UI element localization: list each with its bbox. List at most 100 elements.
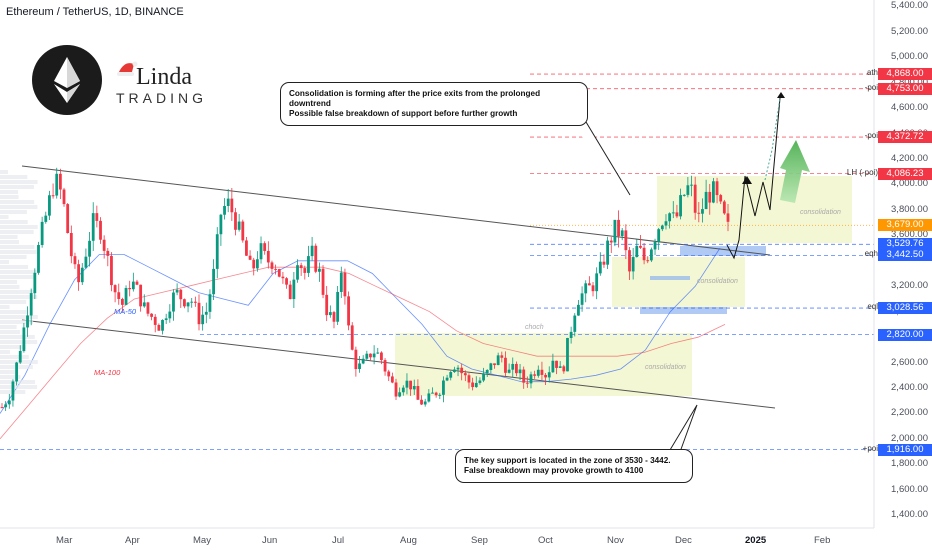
candle-body [88, 240, 91, 257]
volume-profile-bar [0, 235, 18, 239]
price-tick-label: 4,200.00 [891, 153, 928, 165]
candle-body [547, 372, 551, 378]
candle-body [639, 245, 642, 248]
candle-body [401, 387, 405, 393]
ethereum-logo [32, 45, 102, 115]
volume-profile-bar [0, 320, 34, 324]
candle-body [117, 292, 121, 299]
candle-body [712, 181, 715, 203]
candle-body [285, 278, 288, 285]
candle-body [255, 259, 259, 269]
growth-arrow [780, 140, 810, 203]
price-tick-label: 1,600.00 [891, 483, 928, 495]
choch-label: choch [525, 324, 544, 331]
candle-body [504, 357, 507, 373]
time-tick-label: Jun [262, 535, 278, 546]
candle-body [37, 245, 40, 273]
candle-body [150, 313, 153, 317]
candle-body [467, 375, 471, 383]
candle-body [44, 215, 48, 222]
candle-body [522, 369, 526, 383]
candle-body [445, 377, 449, 381]
candle-body [653, 241, 657, 250]
candle-body [288, 284, 292, 300]
candle-body [296, 265, 299, 280]
candle-body [317, 268, 321, 272]
candle-body [7, 400, 11, 405]
candle-body [719, 195, 723, 202]
candle-body [380, 352, 383, 361]
candle-body [660, 225, 664, 230]
candle-body [387, 371, 391, 377]
candle-body [405, 380, 409, 388]
volume-profile-bar [0, 180, 38, 184]
candle-body [452, 369, 456, 373]
candle-body [252, 259, 256, 269]
candle-body [266, 250, 270, 263]
price-level-badge: 4,372.72 [878, 131, 932, 144]
projection-dotted [764, 97, 781, 181]
price-level-badge: 1,916.00 [878, 443, 932, 456]
price-level-badge: 3,679.00 [878, 219, 932, 232]
price-level-label: +poi [862, 443, 878, 453]
price-tick-label: 4,000.00 [891, 178, 928, 190]
channel-lower-line [21, 319, 776, 409]
candle-body [15, 362, 18, 382]
candle-body [390, 376, 394, 383]
candle-body [73, 256, 77, 265]
time-tick-label: Dec [675, 535, 692, 546]
candle-body [573, 315, 577, 332]
price-level-badge: 4,868.00 [878, 68, 932, 81]
candle-body [263, 243, 267, 251]
candle-body [456, 367, 460, 370]
price-level-badge: 3,529.76 [878, 238, 932, 251]
candle-body [493, 363, 496, 366]
candle-body [223, 206, 226, 215]
candle-body [427, 393, 431, 402]
candle-body [529, 374, 533, 384]
candle-body [577, 304, 580, 316]
candle-body [566, 337, 569, 372]
candle-body [489, 363, 493, 370]
candle-body [518, 369, 522, 374]
candle-body [434, 392, 438, 396]
time-tick-label: Oct [538, 535, 553, 546]
candle-body [347, 296, 350, 326]
callout-bottom-tail [669, 404, 698, 453]
candle-body [62, 189, 66, 205]
symbol-title: Ethereum / TetherUS, 1D, BINANCE [6, 6, 184, 18]
ma50-label: MA-50 [114, 307, 137, 316]
consolidation-label-3: consolidation [800, 209, 841, 216]
candle-body [299, 265, 303, 269]
candle-body [668, 213, 672, 222]
candle-body [536, 369, 540, 376]
candle-body [624, 230, 628, 251]
arrow-head [742, 176, 752, 184]
candle-body [106, 250, 110, 256]
candle-body [84, 256, 88, 268]
volume-profile-bar [0, 340, 38, 344]
volume-profile-bar [0, 205, 38, 209]
candle-body [372, 353, 376, 358]
candle-body [482, 373, 485, 381]
candle-body [274, 268, 278, 270]
price-level-label: eql [867, 302, 878, 312]
candle-body [325, 294, 329, 316]
volume-profile-bar [0, 255, 27, 259]
arrow-head [777, 92, 785, 98]
price-tick-label: 5,200.00 [891, 25, 928, 37]
candle-body [416, 386, 420, 400]
candle-body [212, 268, 215, 295]
candle-body [591, 285, 595, 292]
price-level-label: -poi [864, 82, 878, 92]
candle-body [201, 314, 205, 325]
price-tick-label: 2,400.00 [891, 382, 928, 394]
candle-body [376, 352, 380, 354]
candle-body [394, 382, 398, 397]
support-zone [680, 246, 766, 256]
candle-body [241, 221, 245, 241]
santa-hat-icon [117, 61, 138, 76]
price-tick-label: 1,800.00 [891, 458, 928, 470]
candle-body [208, 294, 212, 312]
candle-body [442, 380, 445, 395]
